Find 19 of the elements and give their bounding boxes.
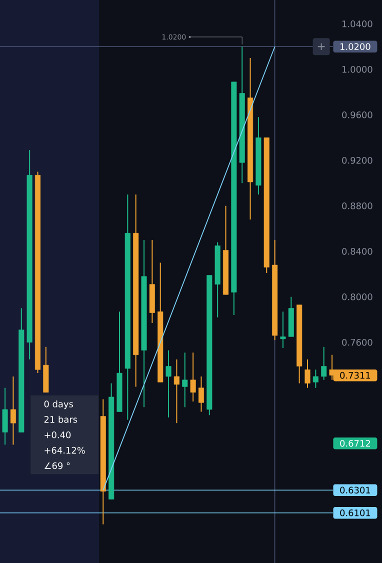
ref-line-label: 1.0200 — [340, 43, 370, 50]
y-tick-label: 1.0000 — [342, 66, 372, 73]
annotation: 21 bars — [44, 416, 78, 423]
annotation: +64.12% — [44, 446, 85, 454]
y-tick-label: 0.9200 — [342, 156, 372, 164]
annotation: ∠69 ° — [44, 462, 70, 470]
ref-line-label: 0.6101 — [340, 509, 370, 516]
y-tick-label: 0.9600 — [342, 111, 372, 118]
text: 0.6712 — [340, 440, 370, 447]
y-tick-label: 1.0400 — [342, 20, 372, 28]
y-tick-label: 0.8000 — [342, 293, 372, 300]
annotation: + — [318, 43, 325, 50]
text: 0.7311 — [340, 372, 370, 379]
y-tick-label: 0.8400 — [342, 248, 372, 255]
annotation: 0 days — [44, 400, 74, 410]
y-tick-label: 0.8800 — [342, 202, 372, 210]
ref-line-label: 0.6301 — [340, 486, 370, 494]
y-tick-label: 0.7600 — [342, 338, 372, 346]
annotation: +0.40 — [44, 431, 71, 438]
